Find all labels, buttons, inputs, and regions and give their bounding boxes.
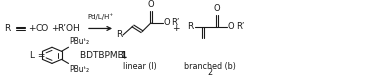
Text: branched (b): branched (b): [184, 62, 236, 71]
Text: +: +: [51, 24, 58, 33]
Text: Pd/L/H⁺: Pd/L/H⁺: [87, 14, 114, 20]
Text: 2: 2: [207, 68, 212, 77]
Text: R’OH: R’OH: [57, 24, 80, 33]
Text: 1: 1: [120, 51, 126, 60]
Text: PBuᵗ₂: PBuᵗ₂: [69, 65, 90, 74]
Text: O: O: [228, 22, 235, 31]
Text: R: R: [187, 22, 193, 31]
Text: CO: CO: [36, 24, 49, 33]
Text: R: R: [4, 24, 10, 33]
Text: PBuᵗ₂: PBuᵗ₂: [69, 37, 90, 46]
Text: O: O: [148, 0, 154, 9]
Text: +: +: [28, 24, 36, 33]
Text: O: O: [164, 18, 171, 27]
Text: R: R: [116, 30, 122, 40]
Text: BDTBPMB,: BDTBPMB,: [80, 51, 129, 60]
Text: +: +: [172, 24, 180, 33]
Text: R’: R’: [236, 22, 244, 31]
Text: R’: R’: [171, 18, 180, 27]
Text: linear (l): linear (l): [123, 62, 157, 71]
Text: O: O: [214, 4, 220, 13]
Text: L =: L =: [30, 51, 45, 60]
